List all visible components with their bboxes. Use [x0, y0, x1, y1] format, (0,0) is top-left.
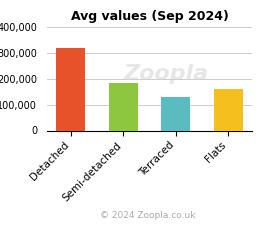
- Bar: [109, 83, 138, 130]
- Text: © 2024 Zoopla.co.uk: © 2024 Zoopla.co.uk: [100, 212, 196, 220]
- Title: Avg values (Sep 2024): Avg values (Sep 2024): [70, 10, 229, 23]
- Bar: [56, 48, 85, 130]
- Text: Zoopla: Zoopla: [123, 64, 209, 83]
- Bar: [214, 89, 243, 130]
- Bar: [161, 97, 190, 130]
